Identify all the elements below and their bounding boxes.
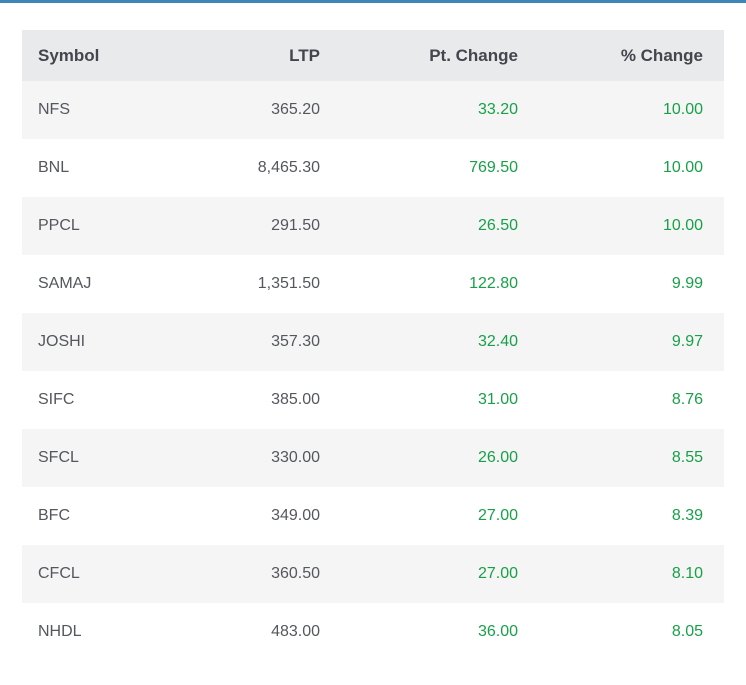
pt-change-cell: 33.20 <box>477 101 518 118</box>
table-row: BFC 349.00 27.00 8.39 <box>22 487 724 545</box>
pct-change-cell: 8.10 <box>671 565 703 582</box>
column-header-pct-change: % Change <box>534 30 724 81</box>
pt-change-cell: 769.50 <box>469 159 518 176</box>
column-header-ltp: LTP <box>202 30 336 81</box>
pct-change-cell: 9.97 <box>671 333 703 350</box>
ltp-cell: 483.00 <box>271 623 320 640</box>
pct-change-cell: 10.00 <box>662 217 703 234</box>
ltp-cell: 330.00 <box>271 449 320 466</box>
column-header-symbol: Symbol <box>22 30 202 81</box>
pt-change-cell: 122.80 <box>469 275 518 292</box>
pt-change-cell: 31.00 <box>477 391 518 408</box>
table-row: SFCL 330.00 26.00 8.55 <box>22 429 724 487</box>
ltp-cell: 291.50 <box>271 217 320 234</box>
table-row: BNL 8,465.30 769.50 10.00 <box>22 139 724 197</box>
symbol-cell[interactable]: CFCL <box>38 565 80 582</box>
pt-change-cell: 36.00 <box>477 623 518 640</box>
pt-change-cell: 27.00 <box>477 565 518 582</box>
table-row: NHDL 483.00 36.00 8.05 <box>22 603 724 661</box>
symbol-cell[interactable]: SIFC <box>38 391 75 408</box>
symbol-cell[interactable]: BNL <box>38 159 70 176</box>
ltp-cell: 365.20 <box>271 101 320 118</box>
table-row: NFS 365.20 33.20 10.00 <box>22 81 724 139</box>
column-header-pt-change: Pt. Change <box>336 30 534 81</box>
pt-change-cell: 32.40 <box>477 333 518 350</box>
table-row: SAMAJ 1,351.50 122.80 9.99 <box>22 255 724 313</box>
symbol-cell[interactable]: PPCL <box>38 217 80 234</box>
symbol-cell[interactable]: NHDL <box>38 623 82 640</box>
pt-change-cell: 26.00 <box>477 449 518 466</box>
table-body: NFS 365.20 33.20 10.00 BNL 8,465.30 769.… <box>22 81 724 661</box>
pct-change-cell: 10.00 <box>662 101 703 118</box>
symbol-cell[interactable]: SAMAJ <box>38 275 92 292</box>
pct-change-cell: 8.05 <box>671 623 703 640</box>
symbol-cell[interactable]: BFC <box>38 507 70 524</box>
gainers-table-container: Symbol LTP Pt. Change % Change NFS 365.2… <box>22 30 724 661</box>
pct-change-cell: 8.76 <box>671 391 703 408</box>
ltp-cell: 385.00 <box>271 391 320 408</box>
ltp-cell: 1,351.50 <box>257 275 320 292</box>
pct-change-cell: 9.99 <box>671 275 703 292</box>
ltp-cell: 360.50 <box>271 565 320 582</box>
header-row: Symbol LTP Pt. Change % Change <box>22 30 724 81</box>
table-row: CFCL 360.50 27.00 8.10 <box>22 545 724 603</box>
pt-change-cell: 26.50 <box>477 217 518 234</box>
ltp-cell: 357.30 <box>271 333 320 350</box>
symbol-cell[interactable]: SFCL <box>38 449 79 466</box>
table-row: JOSHI 357.30 32.40 9.97 <box>22 313 724 371</box>
table-row: SIFC 385.00 31.00 8.76 <box>22 371 724 429</box>
symbol-cell[interactable]: JOSHI <box>38 333 86 350</box>
gainers-table: Symbol LTP Pt. Change % Change NFS 365.2… <box>22 30 724 661</box>
pct-change-cell: 8.55 <box>671 449 703 466</box>
symbol-cell[interactable]: NFS <box>38 101 70 118</box>
pt-change-cell: 27.00 <box>477 507 518 524</box>
pct-change-cell: 10.00 <box>662 159 703 176</box>
pct-change-cell: 8.39 <box>671 507 703 524</box>
table-row: PPCL 291.50 26.50 10.00 <box>22 197 724 255</box>
top-accent-bar <box>0 0 746 3</box>
ltp-cell: 349.00 <box>271 507 320 524</box>
ltp-cell: 8,465.30 <box>257 159 320 176</box>
